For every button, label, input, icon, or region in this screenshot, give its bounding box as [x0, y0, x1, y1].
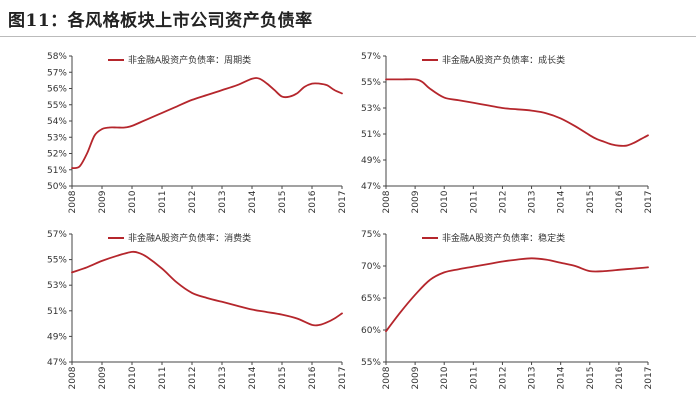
x-tick-label: 2009: [411, 366, 421, 389]
x-tick-label: 2011: [158, 367, 168, 390]
x-tick-label: 2010: [440, 190, 450, 213]
y-tick-label: 55%: [361, 78, 381, 88]
chart-stable: 55% 60% 65% 70% 75% 2008 2009 2010 2011 2012 2013 2…: [361, 230, 654, 390]
y-tick-label: 51%: [47, 166, 67, 176]
y-tick-label: 51%: [361, 130, 381, 140]
x-tick-label: 2010: [440, 366, 450, 389]
y-tick-label: 75%: [361, 230, 381, 240]
x-tick-label: 2013: [528, 367, 538, 390]
y-tick-label: 56%: [47, 85, 67, 95]
x-tick-label: 2012: [498, 191, 508, 214]
x-tick-label: 2011: [469, 191, 479, 214]
x-tick-label: 2013: [218, 191, 228, 214]
x-tick-label: 2015: [278, 367, 288, 390]
y-tick-label: 47%: [47, 358, 67, 368]
chart-consumer: 47% 49% 51% 53% 55% 57% 2008 2009 2010 2011 2012 20…: [47, 230, 348, 390]
x-tick-label: 2012: [188, 367, 198, 390]
y-tick-label: 53%: [47, 281, 67, 291]
x-tick-label: 2017: [338, 191, 348, 214]
y-tick-label: 70%: [361, 262, 381, 272]
x-tick-label: 2011: [469, 367, 479, 390]
figure-title: 图11：各风格板块上市公司资产负债率: [8, 11, 313, 31]
y-tick-label: 47%: [361, 182, 381, 192]
x-tick-label: 2008: [68, 190, 78, 213]
chart-periodic: 50% 51% 52% 53% 54% 55% 56% 57% 58% 2008 2009 2010 2…: [47, 52, 348, 214]
legend-label: 非金融A股资产负债率：消费类: [128, 232, 251, 244]
x-tick-label: 2009: [98, 190, 108, 213]
x-tick-label: 2008: [382, 190, 392, 213]
x-tick-label: 2016: [308, 366, 318, 389]
x-tick-label: 2015: [586, 191, 596, 214]
legend-label: 非金融A股资产负债率：稳定类: [442, 232, 565, 244]
x-tick-label: 2013: [218, 367, 228, 390]
y-tick-label: 51%: [47, 307, 67, 317]
x-tick-label: 2012: [188, 191, 198, 214]
y-tick-label: 57%: [361, 52, 381, 62]
x-tick-label: 2013: [528, 191, 538, 214]
y-tick-label: 53%: [47, 133, 67, 143]
x-tick-label: 2014: [248, 190, 258, 213]
x-tick-label: 2009: [98, 366, 108, 389]
x-tick-label: 2014: [248, 366, 258, 389]
x-tick-label: 2016: [615, 190, 625, 213]
y-tick-label: 58%: [47, 52, 67, 62]
y-tick-label: 55%: [47, 101, 67, 111]
series-line: [385, 78, 649, 147]
y-tick-label: 57%: [47, 68, 67, 78]
y-tick-label: 52%: [47, 150, 67, 160]
x-tick-label: 2010: [128, 366, 138, 389]
x-tick-label: 2011: [158, 191, 168, 214]
y-tick-label: 49%: [361, 156, 381, 166]
y-tick-label: 60%: [361, 326, 381, 336]
series-line: [71, 250, 343, 327]
x-tick-label: 2010: [128, 190, 138, 213]
x-tick-label: 2017: [338, 367, 348, 390]
x-tick-label: 2015: [278, 191, 288, 214]
legend-label: 非金融A股资产负债率：成长类: [442, 54, 565, 66]
x-tick-label: 2016: [615, 366, 625, 389]
x-tick-label: 2008: [68, 366, 78, 389]
x-tick-label: 2008: [382, 366, 392, 389]
y-tick-label: 50%: [47, 182, 67, 192]
y-tick-label: 55%: [361, 358, 381, 368]
x-tick-label: 2012: [498, 367, 508, 390]
y-tick-label: 55%: [47, 256, 67, 266]
x-tick-label: 2014: [557, 366, 567, 389]
chart-growth: 47% 49% 51% 53% 55% 57% 2008 2009 2010 2011 2012 20…: [361, 52, 654, 214]
y-tick-label: 65%: [361, 294, 381, 304]
y-tick-label: 57%: [47, 230, 67, 240]
x-tick-label: 2017: [644, 191, 654, 214]
title-divider: [0, 36, 696, 37]
x-tick-label: 2016: [308, 190, 318, 213]
x-tick-label: 2015: [586, 367, 596, 390]
legend-label: 非金融A股资产负债率：周期类: [128, 54, 251, 66]
x-tick-label: 2009: [411, 190, 421, 213]
y-tick-label: 49%: [47, 332, 67, 342]
x-tick-label: 2017: [644, 367, 654, 390]
series-line: [71, 77, 343, 170]
x-tick-label: 2014: [557, 190, 567, 213]
y-tick-label: 54%: [47, 117, 67, 127]
series-line: [385, 257, 649, 333]
y-tick-label: 53%: [361, 104, 381, 114]
